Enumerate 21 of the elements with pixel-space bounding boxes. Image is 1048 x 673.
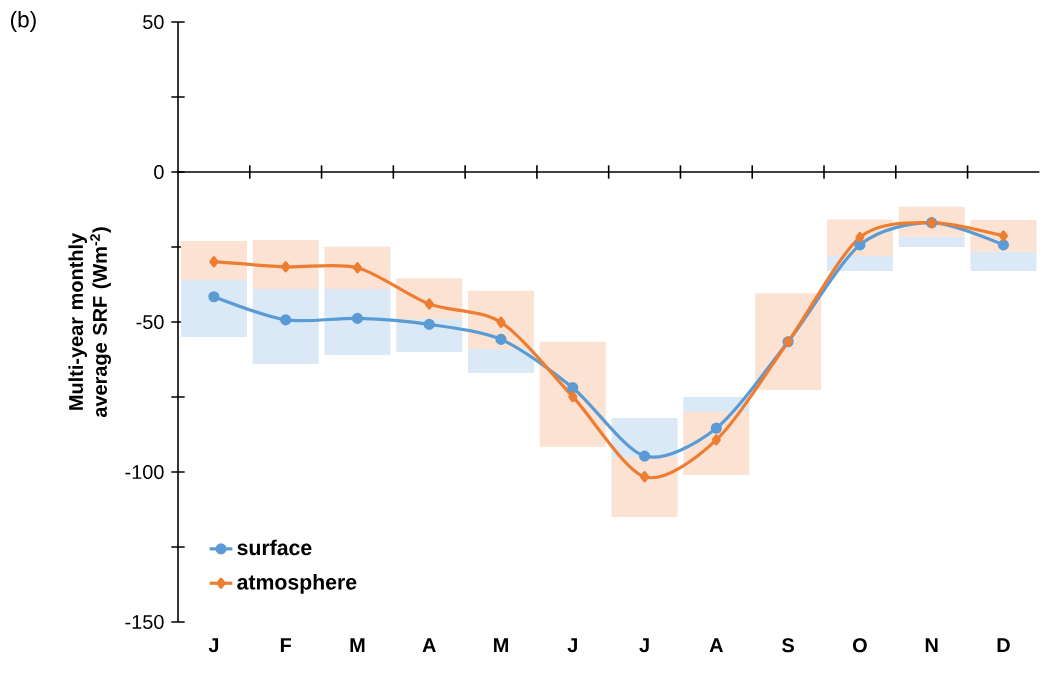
y-tick-label: 50	[143, 14, 164, 29]
legend-label: surface	[237, 539, 312, 556]
x-tick-label: F	[280, 638, 292, 652]
y-axis-title: Multi-year monthly average SRF (Wm$^{-2}$)	[68, 227, 112, 417]
x-tick-label: O	[852, 638, 867, 653]
y-tick-label: -150	[125, 614, 164, 629]
y-tick-label: -100	[125, 464, 164, 479]
x-tick-label: J	[208, 638, 219, 652]
x-tick-label: N	[925, 638, 938, 652]
x-tick-label: S	[782, 638, 794, 653]
text: (b)	[10, 10, 36, 32]
x-tick-label: D	[997, 638, 1010, 652]
x-tick-label: M	[350, 638, 365, 652]
x-tick-label: M	[494, 638, 508, 652]
x-tick-label: A	[709, 638, 723, 652]
legend-label: atmosphere	[237, 573, 357, 594]
x-tick-label: A	[422, 638, 436, 652]
x-tick-label: J	[639, 638, 649, 652]
y-tick-label: 0	[154, 164, 164, 179]
x-tick-label: J	[567, 638, 577, 652]
y-tick-label: -50	[136, 314, 164, 329]
